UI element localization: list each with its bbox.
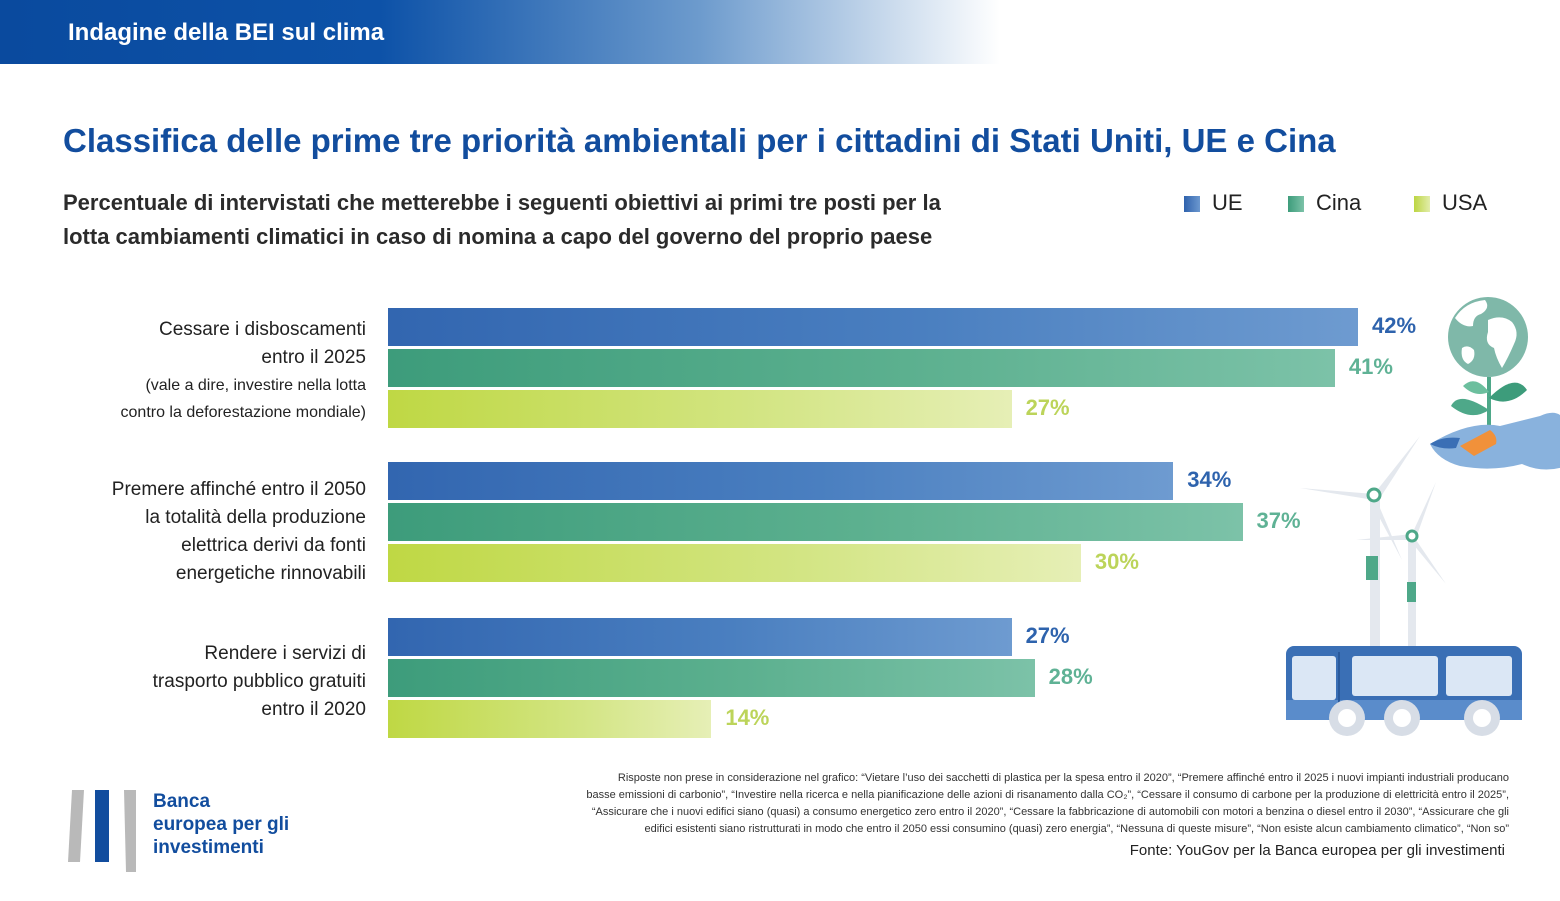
legend-swatch xyxy=(1288,196,1304,212)
header-band xyxy=(0,0,1000,64)
bar-ue xyxy=(388,618,1012,656)
category-label-public-transport: Rendere i servizi di trasporto pubblico … xyxy=(153,640,366,724)
bar-value-label: 42% xyxy=(1372,313,1417,338)
bar-value-label: 27% xyxy=(1025,623,1070,648)
category-label-renewables: Premere affinché entro il 2050 la totali… xyxy=(112,476,366,588)
subtitle-line: lotta cambiamenti climatici in caso di n… xyxy=(63,224,933,249)
legend-swatch xyxy=(1184,196,1200,212)
chart-title: Classifica delle prime tre priorità ambi… xyxy=(63,122,1336,159)
legend-swatch xyxy=(1414,196,1430,212)
subtitle-line: Percentuale di intervistati che mettereb… xyxy=(63,190,941,215)
logo-line: europea per gli xyxy=(153,814,290,835)
category-note-line: contro la deforestazione mondiale) xyxy=(120,404,366,421)
category-label-line: trasporto pubblico gratuiti xyxy=(152,671,366,692)
legend-label: Cina xyxy=(1316,190,1362,215)
bar-ue xyxy=(388,462,1174,500)
bar-cina xyxy=(388,349,1335,387)
footnote-line: edifici esistenti siano ristrutturati in… xyxy=(644,823,1510,835)
bei-logo-mark xyxy=(68,790,136,872)
footnote-line: Risposte non prese in considerazione nel… xyxy=(617,772,1509,784)
footnote: Risposte non prese in considerazione nel… xyxy=(479,770,1509,838)
bar-value-label: 30% xyxy=(1094,549,1139,574)
bar-cina xyxy=(388,659,1035,697)
legend-label: USA xyxy=(1442,190,1488,215)
legend-label: UE xyxy=(1212,190,1243,215)
bar-value-label: 34% xyxy=(1187,467,1232,492)
bar-value-label: 14% xyxy=(725,705,770,730)
bar-ue xyxy=(388,308,1358,346)
category-label-line: entro il 2025 xyxy=(261,347,366,368)
source-note: Fonte: YouGov per la Banca europea per g… xyxy=(1129,842,1505,859)
wind-turbine-icon xyxy=(1300,436,1446,648)
bar-usa xyxy=(388,544,1081,582)
category-note-line: (vale a dire, investire nella lotta xyxy=(145,377,366,394)
footnote-line: “Assicurare che i nuovi edifici siano (q… xyxy=(591,806,1509,818)
category-label-line: Premere affinché entro il 2050 xyxy=(111,479,366,500)
bar-value-label: 37% xyxy=(1256,508,1301,533)
footnote-line: basse emissioni di carbonio”, “Investire… xyxy=(586,789,1509,801)
bar-value-label: 27% xyxy=(1025,395,1070,420)
bar-value-label: 41% xyxy=(1348,354,1393,379)
bar-cina xyxy=(388,503,1243,541)
bei-logo-text: Banca europea per gli investimenti xyxy=(153,790,289,859)
category-label-line: la totalità della produzione xyxy=(145,507,366,528)
globe-plant-hand-icon xyxy=(1430,297,1560,470)
category-label-line: entro il 2020 xyxy=(261,699,366,720)
bar-value-label: 28% xyxy=(1048,664,1093,689)
category-label-deforestation: Cessare i disboscamenti entro il 2025 (v… xyxy=(121,316,366,426)
category-label-line: elettrica derivi da fonti xyxy=(181,535,366,556)
category-label-line: Rendere i servizi di xyxy=(204,643,366,664)
bar-usa xyxy=(388,390,1012,428)
header-title: Indagine della BEI sul clima xyxy=(68,19,385,46)
category-label-line: energetiche rinnovabili xyxy=(175,563,366,584)
bus-icon xyxy=(1286,646,1522,736)
category-label-line: Cessare i disboscamenti xyxy=(159,319,366,340)
logo-line: Banca xyxy=(153,791,211,812)
bar-usa xyxy=(388,700,712,738)
logo-line: investimenti xyxy=(153,837,264,858)
chart-subtitle: Percentuale di intervistati che mettereb… xyxy=(63,186,1043,254)
